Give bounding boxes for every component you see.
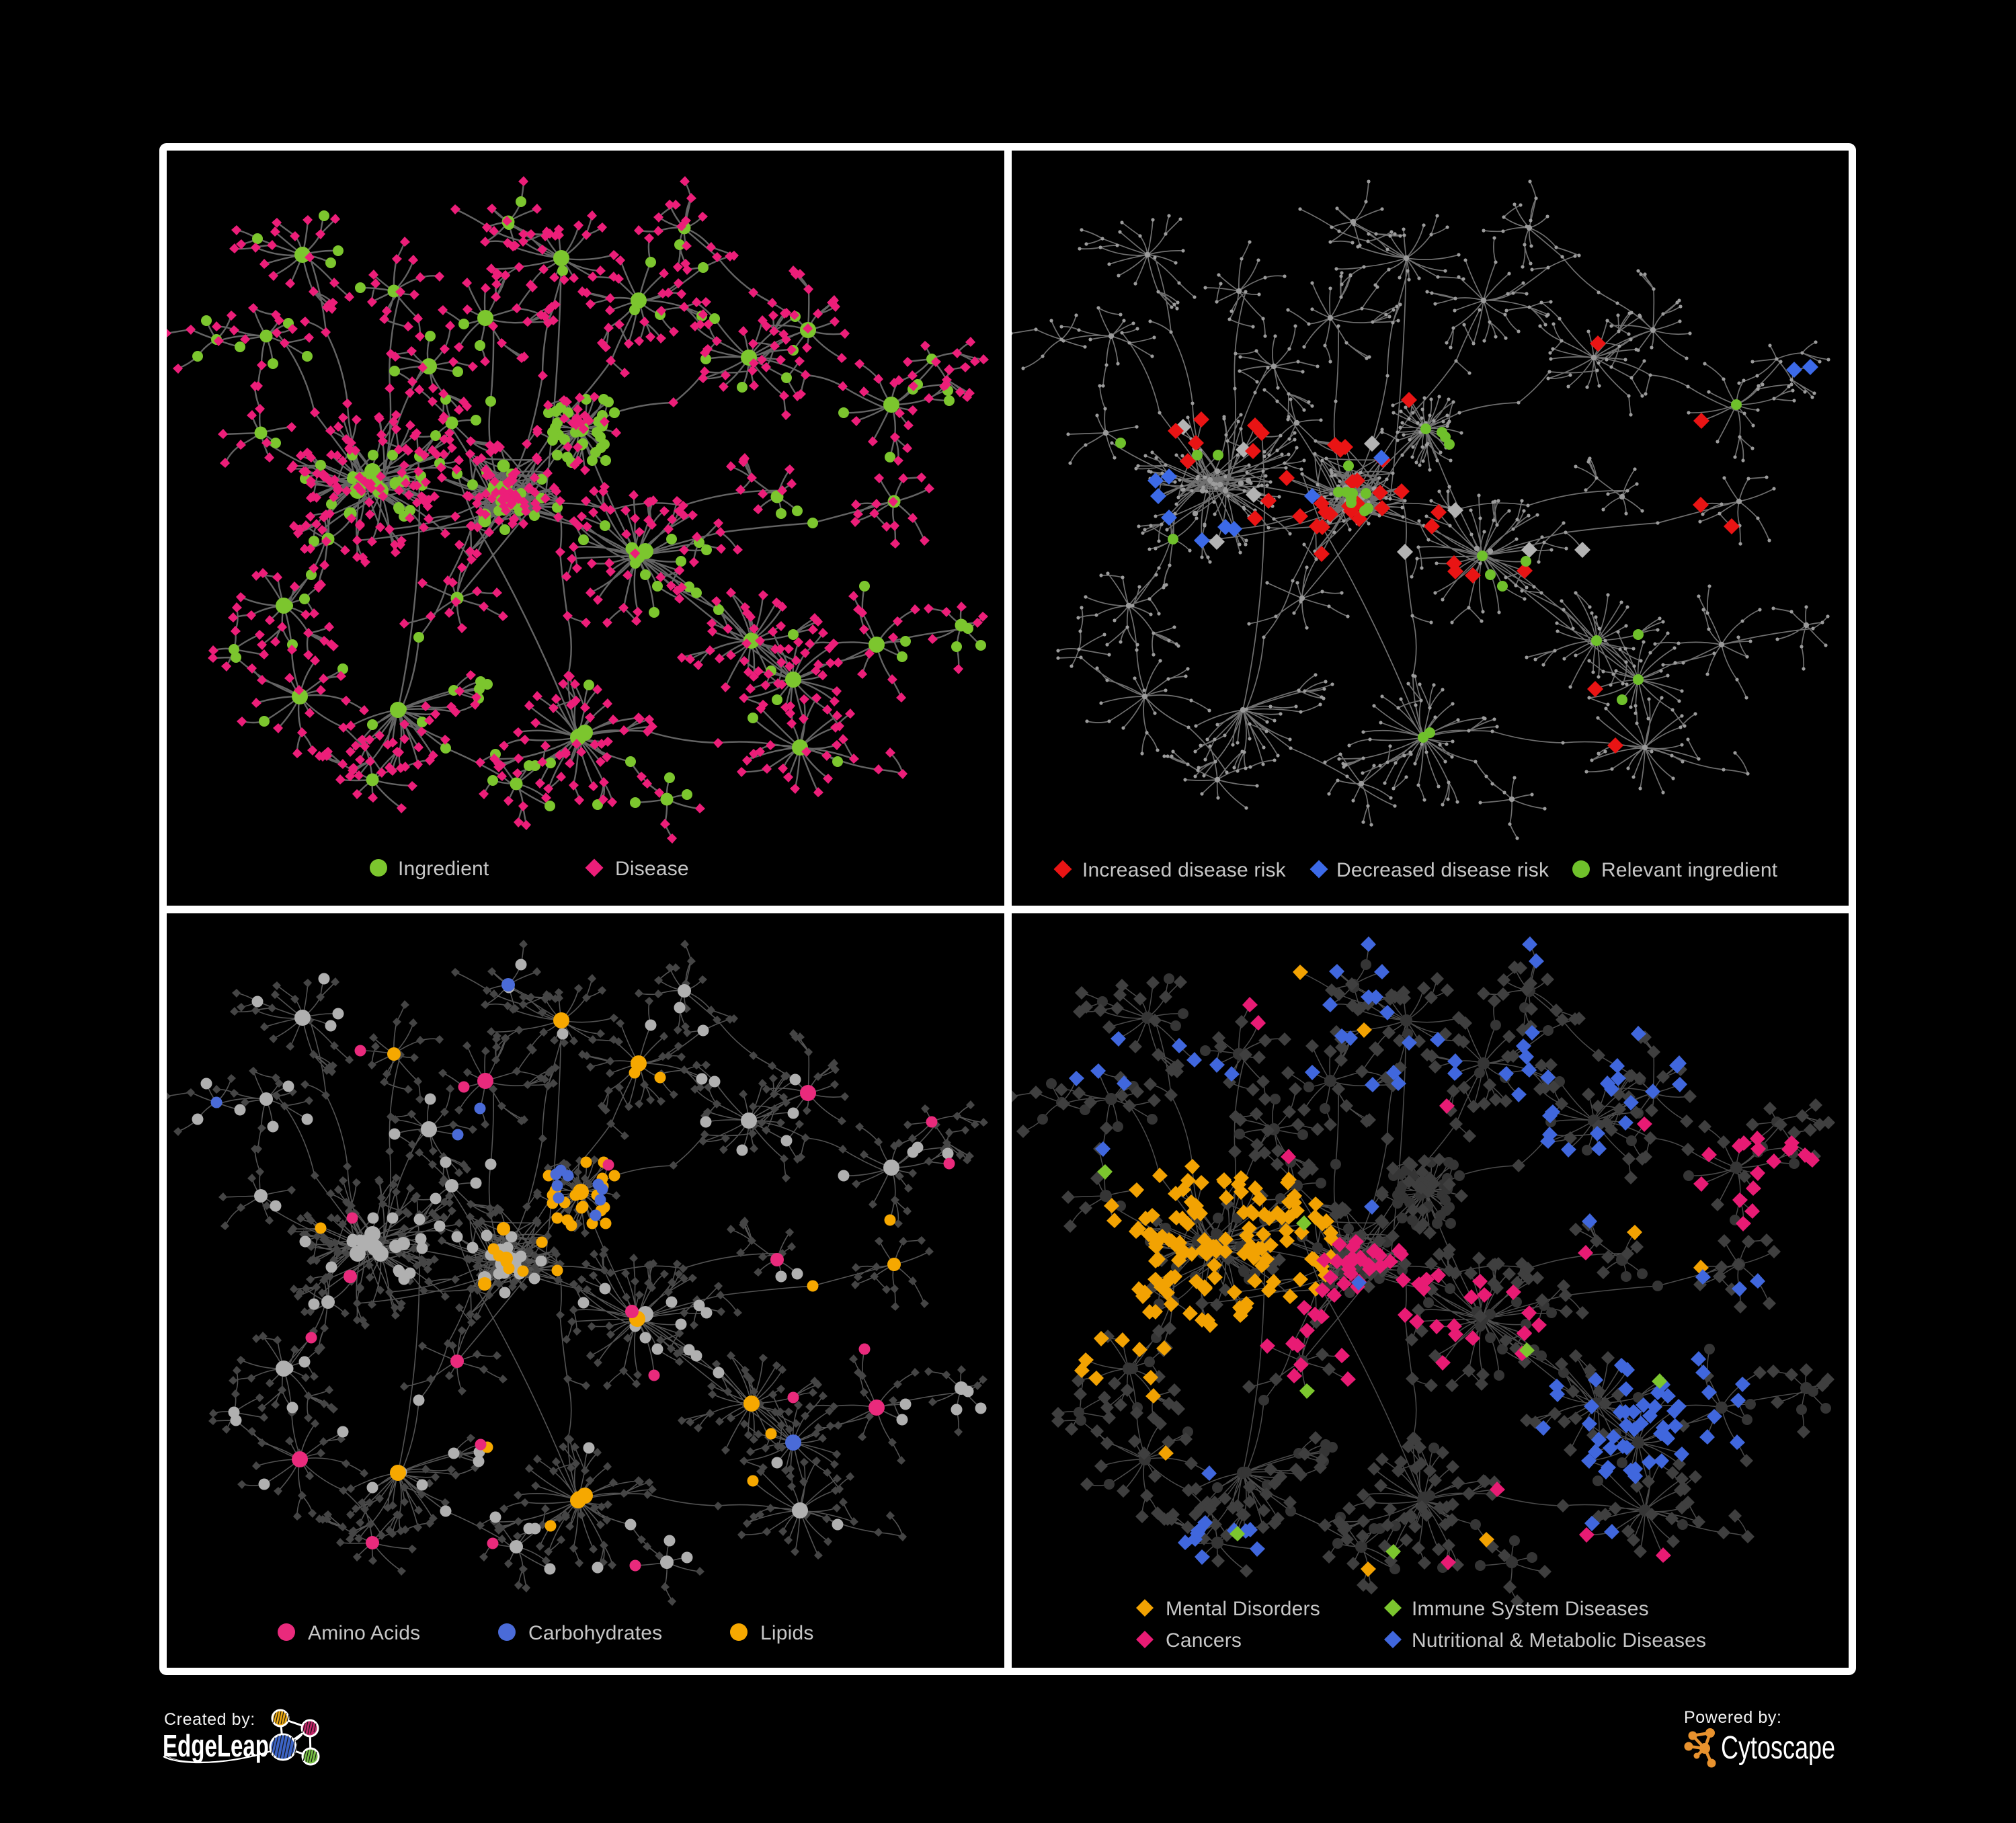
svg-text:Powered by:: Powered by: bbox=[1684, 1708, 1782, 1727]
svg-text:Immune System Diseases: Immune System Diseases bbox=[1412, 1598, 1649, 1620]
svg-text:Created by:: Created by: bbox=[164, 1710, 255, 1729]
svg-text:Lipids: Lipids bbox=[760, 1622, 814, 1644]
svg-text:EdgeLeap: EdgeLeap bbox=[163, 1728, 269, 1763]
svg-text:Cancers: Cancers bbox=[1166, 1629, 1242, 1652]
svg-text:Ingredient: Ingredient bbox=[398, 858, 489, 880]
svg-text:Carbohydrates: Carbohydrates bbox=[528, 1622, 662, 1644]
svg-text:Mental Disorders: Mental Disorders bbox=[1166, 1598, 1320, 1620]
svg-text:Amino Acids: Amino Acids bbox=[308, 1622, 420, 1644]
svg-text:Increased disease risk: Increased disease risk bbox=[1082, 859, 1287, 881]
svg-text:Decreased disease risk: Decreased disease risk bbox=[1336, 859, 1549, 881]
svg-text:Nutritional & Metabolic Diseas: Nutritional & Metabolic Diseases bbox=[1412, 1629, 1706, 1652]
svg-text:Relevant ingredient: Relevant ingredient bbox=[1601, 859, 1778, 881]
svg-text:Disease: Disease bbox=[615, 858, 689, 880]
svg-text:Cytoscape: Cytoscape bbox=[1721, 1730, 1835, 1766]
